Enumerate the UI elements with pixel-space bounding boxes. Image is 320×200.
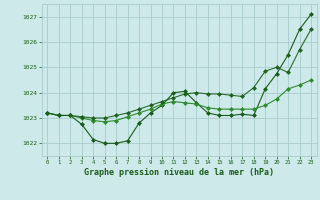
X-axis label: Graphe pression niveau de la mer (hPa): Graphe pression niveau de la mer (hPa) [84,168,274,177]
